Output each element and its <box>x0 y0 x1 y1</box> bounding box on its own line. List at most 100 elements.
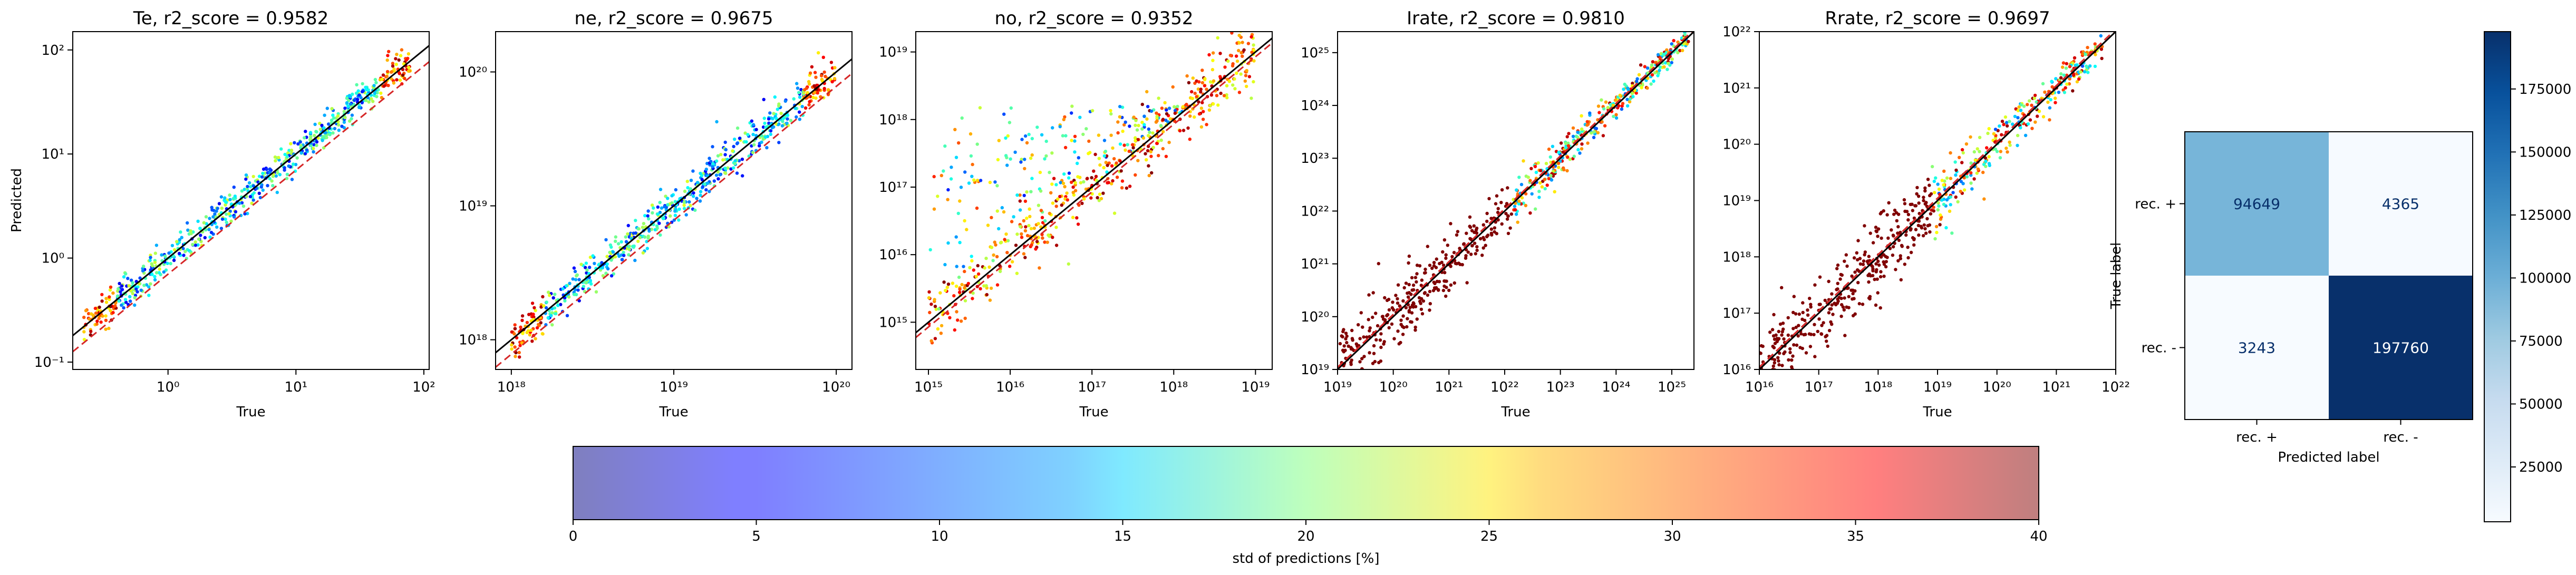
panel-te-points <box>82 48 412 342</box>
scatter-point <box>1102 165 1106 170</box>
scatter-point <box>1342 328 1345 332</box>
scatter-point <box>1419 301 1422 305</box>
scatter-point <box>1862 259 1866 263</box>
scatter-point <box>1385 298 1389 303</box>
scatter-point <box>1878 306 1882 310</box>
scatter-point <box>982 284 986 288</box>
scatter-point <box>1773 337 1777 341</box>
scatter-point <box>1809 303 1813 306</box>
scatter-point <box>252 191 256 195</box>
scatter-point <box>100 299 104 303</box>
scatter-point <box>1513 208 1517 212</box>
scatter-point <box>1998 156 2002 160</box>
scatter-point <box>1205 123 1208 126</box>
scatter-point <box>541 295 545 299</box>
scatter-point <box>689 179 693 182</box>
scatter-point <box>379 91 383 95</box>
scatter-point <box>138 276 142 280</box>
scatter-point <box>2054 77 2058 81</box>
scatter-point <box>1063 145 1068 150</box>
x-tick-label: 10¹⁸ <box>497 379 526 395</box>
scatter-point <box>1537 190 1541 193</box>
scatter-point <box>1401 333 1405 336</box>
scatter-point <box>940 324 944 328</box>
scatter-point <box>571 277 575 281</box>
scatter-point <box>113 304 117 308</box>
scatter-point <box>646 209 650 213</box>
scatter-point <box>1559 141 1563 145</box>
scatter-point <box>128 299 132 303</box>
scatter-point <box>268 171 272 174</box>
scatter-point <box>109 309 112 313</box>
scatter-point <box>2072 73 2076 77</box>
scatter-point <box>1940 198 1944 202</box>
scatter-point <box>1250 35 1253 39</box>
scatter-point <box>1071 185 1075 189</box>
scatter-point <box>1383 296 1387 300</box>
scatter-point <box>1934 225 1939 229</box>
scatter-point <box>1650 63 1654 67</box>
scatter-point <box>978 106 982 110</box>
x-tick-label: 10¹⁹ <box>660 379 688 395</box>
panel-te: Te, r2_score = 0.9582 10⁰ 10¹ 10²10⁻¹10⁰10… <box>9 8 435 420</box>
scatter-point <box>1199 106 1204 110</box>
scatter-point <box>2065 62 2068 66</box>
scatter-point <box>1602 107 1606 111</box>
scatter-point <box>606 267 610 271</box>
scatter-point <box>1190 90 1194 94</box>
scatter-point <box>1949 195 1952 199</box>
scatter-point <box>1106 163 1109 167</box>
scatter-point <box>1923 227 1927 231</box>
scatter-point <box>1506 214 1510 218</box>
scatter-point <box>642 222 646 226</box>
scatter-point <box>769 129 773 133</box>
scatter-point <box>1430 266 1434 270</box>
scatter-point <box>658 188 663 191</box>
matrix-cell-value: 94649 <box>2233 196 2280 213</box>
scatter-point <box>971 297 974 300</box>
scatter-point <box>139 288 143 292</box>
scatter-point <box>792 97 796 101</box>
scatter-point <box>1342 350 1345 354</box>
scatter-point <box>1040 216 1044 219</box>
y-tick-label: 10¹⁹ <box>1301 362 1329 378</box>
scatter-point <box>683 189 687 193</box>
scatter-point <box>2061 61 2066 65</box>
scatter-point <box>1672 38 1676 43</box>
scatter-point <box>939 332 943 335</box>
scatter-point <box>1239 72 1243 76</box>
scatter-point <box>1442 238 1447 242</box>
scatter-point <box>1413 276 1418 279</box>
scatter-point <box>1237 33 1241 37</box>
y-tick-label: 10²² <box>1722 24 1751 40</box>
scatter-point <box>1788 373 1791 376</box>
scatter-point <box>251 198 255 202</box>
scatter-point <box>1545 183 1549 187</box>
scatter-point <box>1410 303 1415 307</box>
scatter-point <box>1596 104 1601 108</box>
scatter-point <box>723 171 727 175</box>
scatter-point <box>1044 154 1048 158</box>
scatter-point <box>2099 34 2103 38</box>
scatter-point <box>532 306 536 310</box>
scatter-point <box>1109 133 1113 137</box>
scatter-point <box>960 116 964 120</box>
scatter-point <box>1651 60 1655 64</box>
x-tick-label: 10¹⁹ <box>1241 379 1270 395</box>
scatter-point <box>1360 357 1364 360</box>
scatter-point <box>687 200 691 204</box>
scatter-point <box>361 82 364 86</box>
scatter-point <box>325 135 328 140</box>
scatter-point <box>224 200 227 203</box>
scatter-point <box>1134 136 1137 140</box>
scatter-point <box>247 181 251 185</box>
matrix-cell-value: 197760 <box>2372 339 2429 357</box>
scatter-point <box>705 181 710 185</box>
scatter-point <box>120 303 123 307</box>
scatter-point <box>1245 69 1248 73</box>
scatter-point <box>1962 188 1967 192</box>
scatter-point <box>1346 371 1349 374</box>
scatter-point <box>1454 261 1457 265</box>
scatter-point <box>1780 364 1784 367</box>
scatter-point <box>2050 80 2054 83</box>
